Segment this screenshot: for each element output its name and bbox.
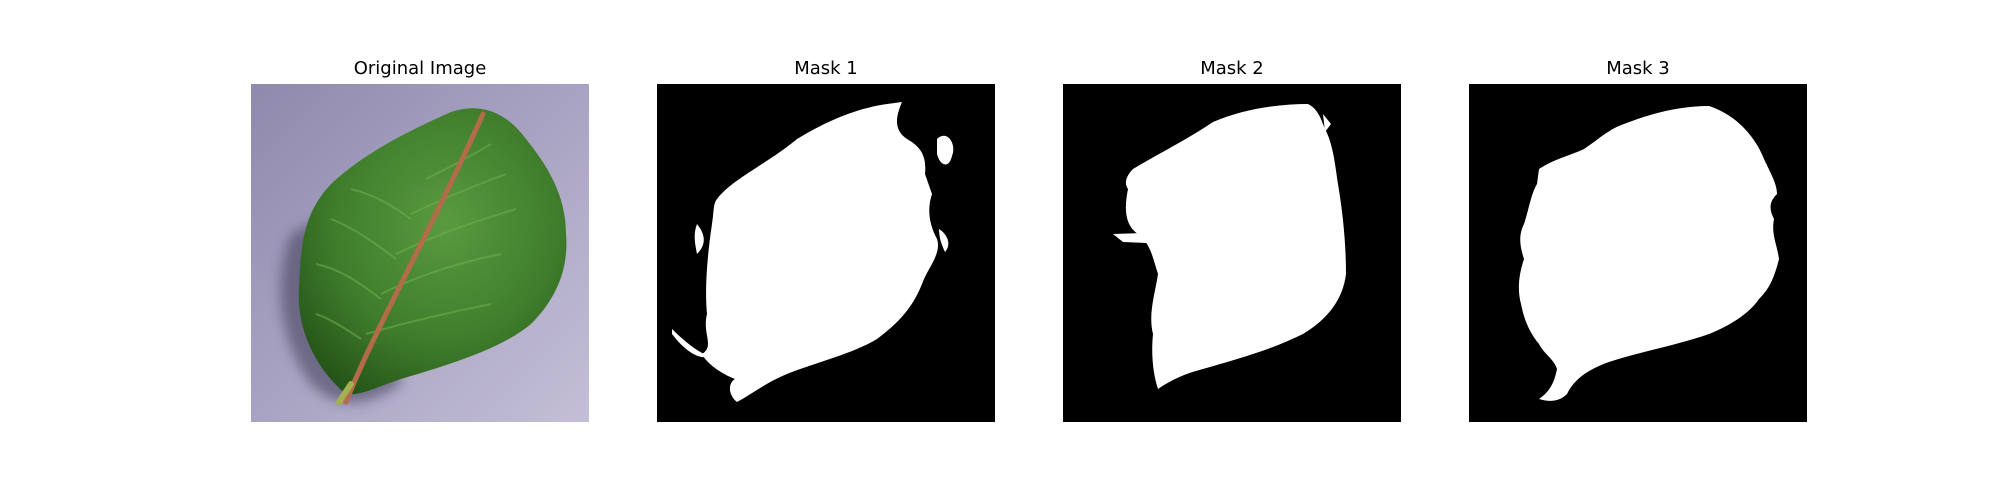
mask-2-image — [1063, 84, 1401, 422]
mask-1-image — [657, 84, 995, 422]
panel-title: Original Image — [353, 58, 487, 79]
panel-mask-2: Mask 2 — [1063, 57, 1401, 437]
panel-mask-3: Mask 3 — [1469, 57, 1807, 437]
panel-title: Mask 2 — [1200, 58, 1264, 79]
mask-3-image — [1469, 84, 1807, 422]
panel-title: Mask 1 — [794, 58, 858, 79]
panel-title: Mask 3 — [1606, 58, 1670, 79]
leaf-photo — [251, 84, 589, 422]
panel-original-image: Original Image — [251, 57, 589, 437]
panel-mask-1: Mask 1 — [657, 57, 995, 437]
